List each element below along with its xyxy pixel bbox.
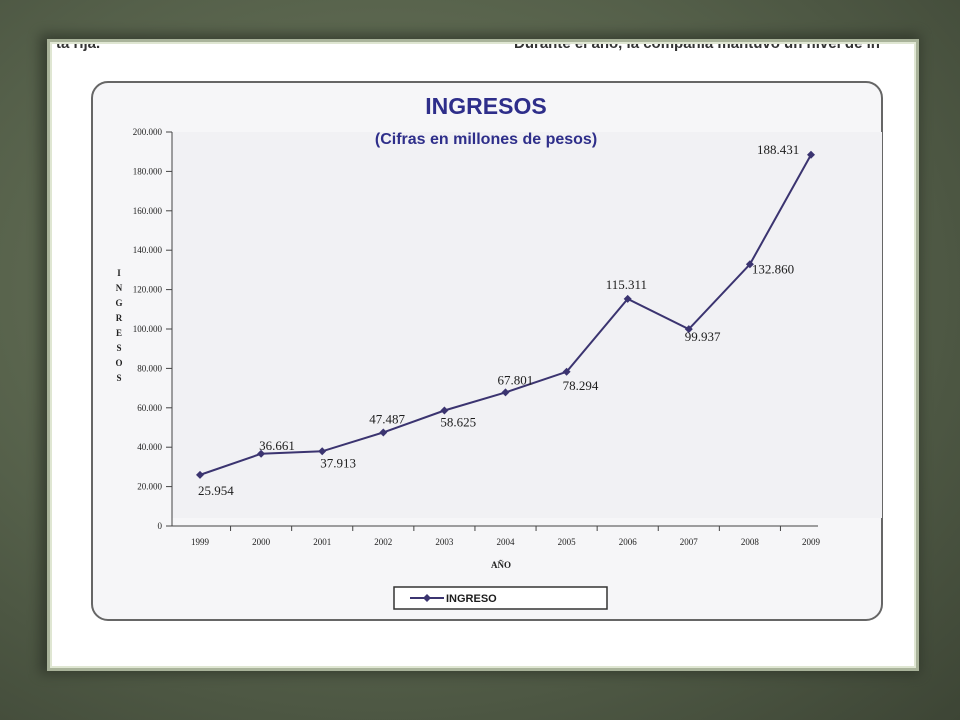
ingresos-line-chart: INGRESOS (Cifras en millones de pesos) 0… — [91, 81, 883, 621]
y-tick-label: 120.000 — [133, 285, 163, 295]
y-tick-label: 200.000 — [133, 127, 163, 137]
y-tick-label: 140.000 — [133, 245, 163, 255]
y-tick-label: 100.000 — [133, 324, 163, 334]
data-point-marker — [684, 325, 693, 334]
y-axis-label: INGRESOS — [115, 268, 122, 383]
legend: INGRESO — [393, 586, 608, 610]
data-point-marker — [745, 260, 754, 269]
data-label: 99.937 — [685, 329, 721, 344]
x-tick-label: 2005 — [558, 537, 577, 547]
x-tick-label: 2006 — [619, 537, 638, 547]
x-ticks: 1999 2000 2001 2002 2003 2004 2005 2006 2007 2008… — [191, 526, 821, 547]
data-point-marker — [562, 367, 571, 376]
y-tick-label: 180.000 — [133, 166, 163, 176]
y-tick-label: 40.000 — [137, 442, 162, 452]
data-point-marker — [623, 294, 632, 303]
data-point-marker — [440, 406, 449, 415]
data-label: 58.625 — [440, 415, 476, 430]
data-point-marker — [379, 428, 388, 437]
data-point-marker — [257, 449, 266, 458]
y-axis-label-letter: E — [116, 328, 122, 338]
x-axis-label: AÑO — [491, 560, 511, 570]
data-label: 188.431 — [757, 142, 799, 157]
y-axis-label-letter: R — [116, 313, 123, 323]
x-tick-label: 2009 — [802, 537, 821, 547]
y-axis-label-letter: S — [116, 373, 121, 383]
y-axis-label-letter: I — [117, 268, 121, 278]
x-tick-label: 2008 — [741, 537, 760, 547]
data-point-marker — [196, 470, 204, 479]
y-tick-label: 80.000 — [137, 363, 162, 373]
data-label: 115.311 — [606, 277, 647, 292]
y-axis-label-letter: O — [115, 358, 122, 368]
y-axis-label-letter: N — [116, 283, 123, 293]
x-tick-label: 1999 — [191, 537, 210, 547]
y-tick-label: 20.000 — [137, 482, 162, 492]
y-tick-label: 160.000 — [133, 206, 163, 216]
legend-box — [393, 586, 608, 610]
x-tick-label: 2003 — [435, 537, 454, 547]
legend-marker — [423, 594, 431, 602]
data-label: 36.661 — [259, 438, 295, 453]
cut-off-text-left: ta rija. — [56, 42, 101, 52]
data-label: 67.801 — [498, 372, 534, 387]
x-tick-label: 2001 — [313, 537, 331, 547]
x-tick-label: 2007 — [680, 537, 699, 547]
data-label: 25.954 — [198, 483, 234, 498]
y-axis-label-letter: G — [115, 298, 122, 308]
chart-title: INGRESOS — [425, 93, 546, 119]
data-label: 132.860 — [752, 261, 794, 276]
legend-label: INGRESO — [446, 593, 497, 605]
data-label: 37.913 — [320, 455, 356, 470]
data-label: 47.487 — [369, 411, 405, 426]
series-ingreso: 25.954 36.661 37.913 47.487 58.625 67.801 78.2… — [196, 142, 815, 498]
chart-subtitle: (Cifras en millones de pesos) — [375, 131, 597, 148]
x-tick-label: 2000 — [252, 537, 271, 547]
x-tick-label: 2002 — [374, 537, 392, 547]
slide: ta rija. Durante el año, la compañía man… — [50, 42, 916, 668]
data-point-marker — [807, 150, 815, 159]
cut-off-text-right: Durante el año, la compañía mantuvo un n… — [514, 42, 880, 52]
data-point-marker — [318, 447, 327, 456]
y-ticks: 0 20.000 40.000 60.000 80.000 100.000 120.000 1… — [133, 127, 172, 531]
y-axis-label-letter: S — [116, 343, 121, 353]
y-tick-label: 0 — [158, 521, 163, 531]
plot-area — [172, 132, 882, 518]
x-tick-label: 2004 — [497, 537, 516, 547]
y-tick-label: 60.000 — [137, 403, 162, 413]
data-label: 78.294 — [563, 378, 599, 393]
data-point-marker — [501, 388, 510, 397]
